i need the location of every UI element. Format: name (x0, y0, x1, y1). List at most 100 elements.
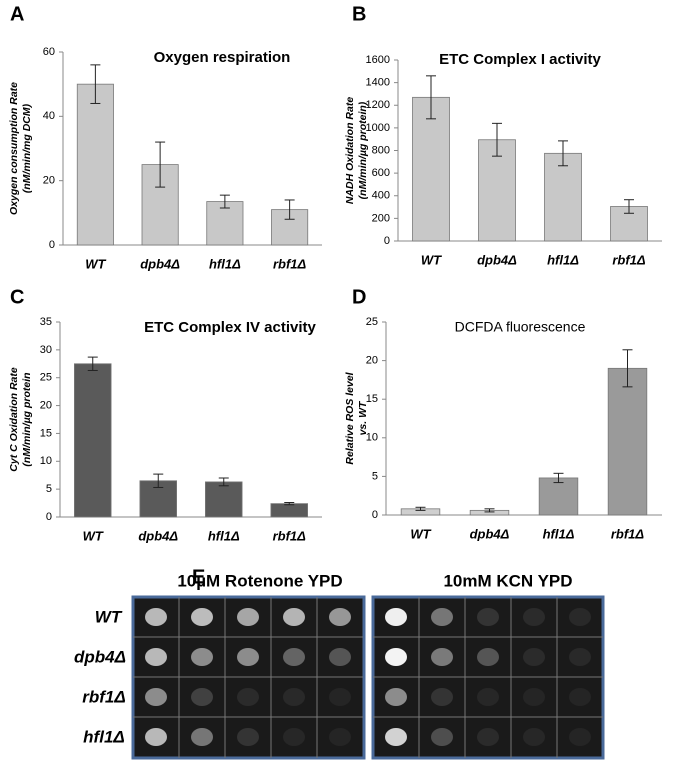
error-bar (284, 502, 295, 506)
colony-spot (237, 648, 259, 666)
colony-spot (191, 608, 213, 626)
chart-title: ETC Complex I activity (439, 51, 601, 68)
x-tick-label: rbf1Δ (273, 256, 307, 271)
colony-spot (385, 688, 407, 706)
error-bar (155, 141, 166, 188)
y-axis-label: Relative ROS level (344, 371, 356, 464)
x-tick-label: WT (410, 526, 431, 541)
x-tick-label: WT (421, 252, 442, 267)
colony-spot (431, 728, 453, 746)
error-bar (219, 194, 230, 209)
error-bar (553, 472, 564, 484)
error-bar (426, 75, 436, 120)
y-tick-label: 10 (40, 455, 52, 467)
colony-spot (431, 648, 453, 666)
x-tick-label: dpb4Δ (477, 252, 517, 267)
y-axis-label: (nM/min/µg protein) (357, 101, 369, 199)
colony-spot (329, 728, 351, 746)
chart-title: Oxygen respiration (154, 49, 291, 66)
colony-spot (431, 608, 453, 626)
y-tick-label: 10 (366, 432, 378, 444)
y-tick-label: 0 (372, 509, 378, 521)
error-bar (87, 356, 98, 371)
x-tick-label: hfl1Δ (209, 256, 241, 271)
x-tick-label: dpb4Δ (138, 528, 178, 543)
y-axis-label: Oxygen consumption Rate (8, 82, 20, 215)
colony-spot (477, 608, 499, 626)
strain-label: dpb4Δ (74, 647, 126, 666)
x-tick-label: rbf1Δ (273, 528, 307, 543)
y-axis-label: NADH Oxidation Rate (344, 97, 356, 205)
colony-spot (523, 648, 545, 666)
colony-spot (237, 608, 259, 626)
x-tick-label: rbf1Δ (611, 526, 645, 541)
colony-spot (329, 608, 351, 626)
y-tick-label: 20 (40, 399, 52, 411)
y-axis-label: Cyt C Oxidation Rate (8, 367, 20, 472)
x-tick-label: hfl1Δ (547, 252, 579, 267)
bar (538, 477, 579, 516)
colony-spot (569, 648, 591, 666)
colony-spot (385, 728, 407, 746)
y-axis-label: (nM/min/mg DCM) (21, 103, 33, 193)
y-tick-label: 600 (372, 167, 390, 179)
error-bar (90, 64, 101, 104)
colony-spot (329, 648, 351, 666)
y-tick-label: 0 (46, 511, 52, 523)
x-tick-label: dpb4Δ (140, 256, 180, 271)
y-tick-label: 5 (46, 483, 52, 495)
x-tick-label: WT (85, 256, 106, 271)
colony-spot (329, 688, 351, 706)
condition-title: 10mM KCN YPD (443, 571, 572, 590)
colony-spot (431, 688, 453, 706)
x-tick-label: dpb4Δ (470, 526, 510, 541)
colony-spot (145, 648, 167, 666)
colony-spot (145, 688, 167, 706)
colony-spot (477, 688, 499, 706)
error-bar (492, 122, 502, 157)
bar (544, 152, 582, 242)
strain-label: rbf1Δ (82, 687, 126, 706)
bar (76, 83, 114, 246)
y-tick-label: 5 (372, 470, 378, 482)
y-tick-label: 20 (366, 355, 378, 367)
y-tick-label: 20 (43, 175, 55, 187)
error-bar (622, 349, 633, 388)
y-tick-label: 25 (366, 316, 378, 328)
colony-spot (569, 728, 591, 746)
y-tick-label: 1000 (366, 122, 390, 134)
condition-title: 10µM Rotenone YPD (177, 571, 342, 590)
colony-spot (523, 688, 545, 706)
colony-spot (385, 608, 407, 626)
bar (74, 363, 112, 518)
x-tick-label: hfl1Δ (543, 526, 575, 541)
panel-label: C (10, 286, 24, 308)
y-tick-label: 800 (372, 144, 390, 156)
colony-spot (523, 608, 545, 626)
colony-spot (523, 728, 545, 746)
y-tick-label: 35 (40, 316, 52, 328)
colony-spot (191, 728, 213, 746)
error-bar (415, 506, 426, 511)
x-tick-label: rbf1Δ (612, 252, 646, 267)
colony-spot (569, 688, 591, 706)
x-tick-label: hfl1Δ (208, 528, 240, 543)
colony-spot (283, 728, 305, 746)
panel-label: A (10, 3, 24, 25)
bar (205, 481, 243, 518)
colony-spot (237, 728, 259, 746)
chart-title: DCFDA fluorescence (455, 319, 586, 335)
y-tick-label: 15 (40, 427, 52, 439)
colony-spot (145, 608, 167, 626)
error-bar (284, 199, 295, 220)
chart-title: ETC Complex IV activity (144, 319, 316, 336)
y-axis-label: (nM/min/µg protein (21, 372, 33, 466)
colony-spot (191, 648, 213, 666)
colony-spot (385, 648, 407, 666)
y-tick-label: 400 (372, 190, 390, 202)
error-bar (484, 508, 495, 513)
colony-spot (283, 688, 305, 706)
colony-spot (477, 648, 499, 666)
panel-label: D (352, 286, 366, 308)
